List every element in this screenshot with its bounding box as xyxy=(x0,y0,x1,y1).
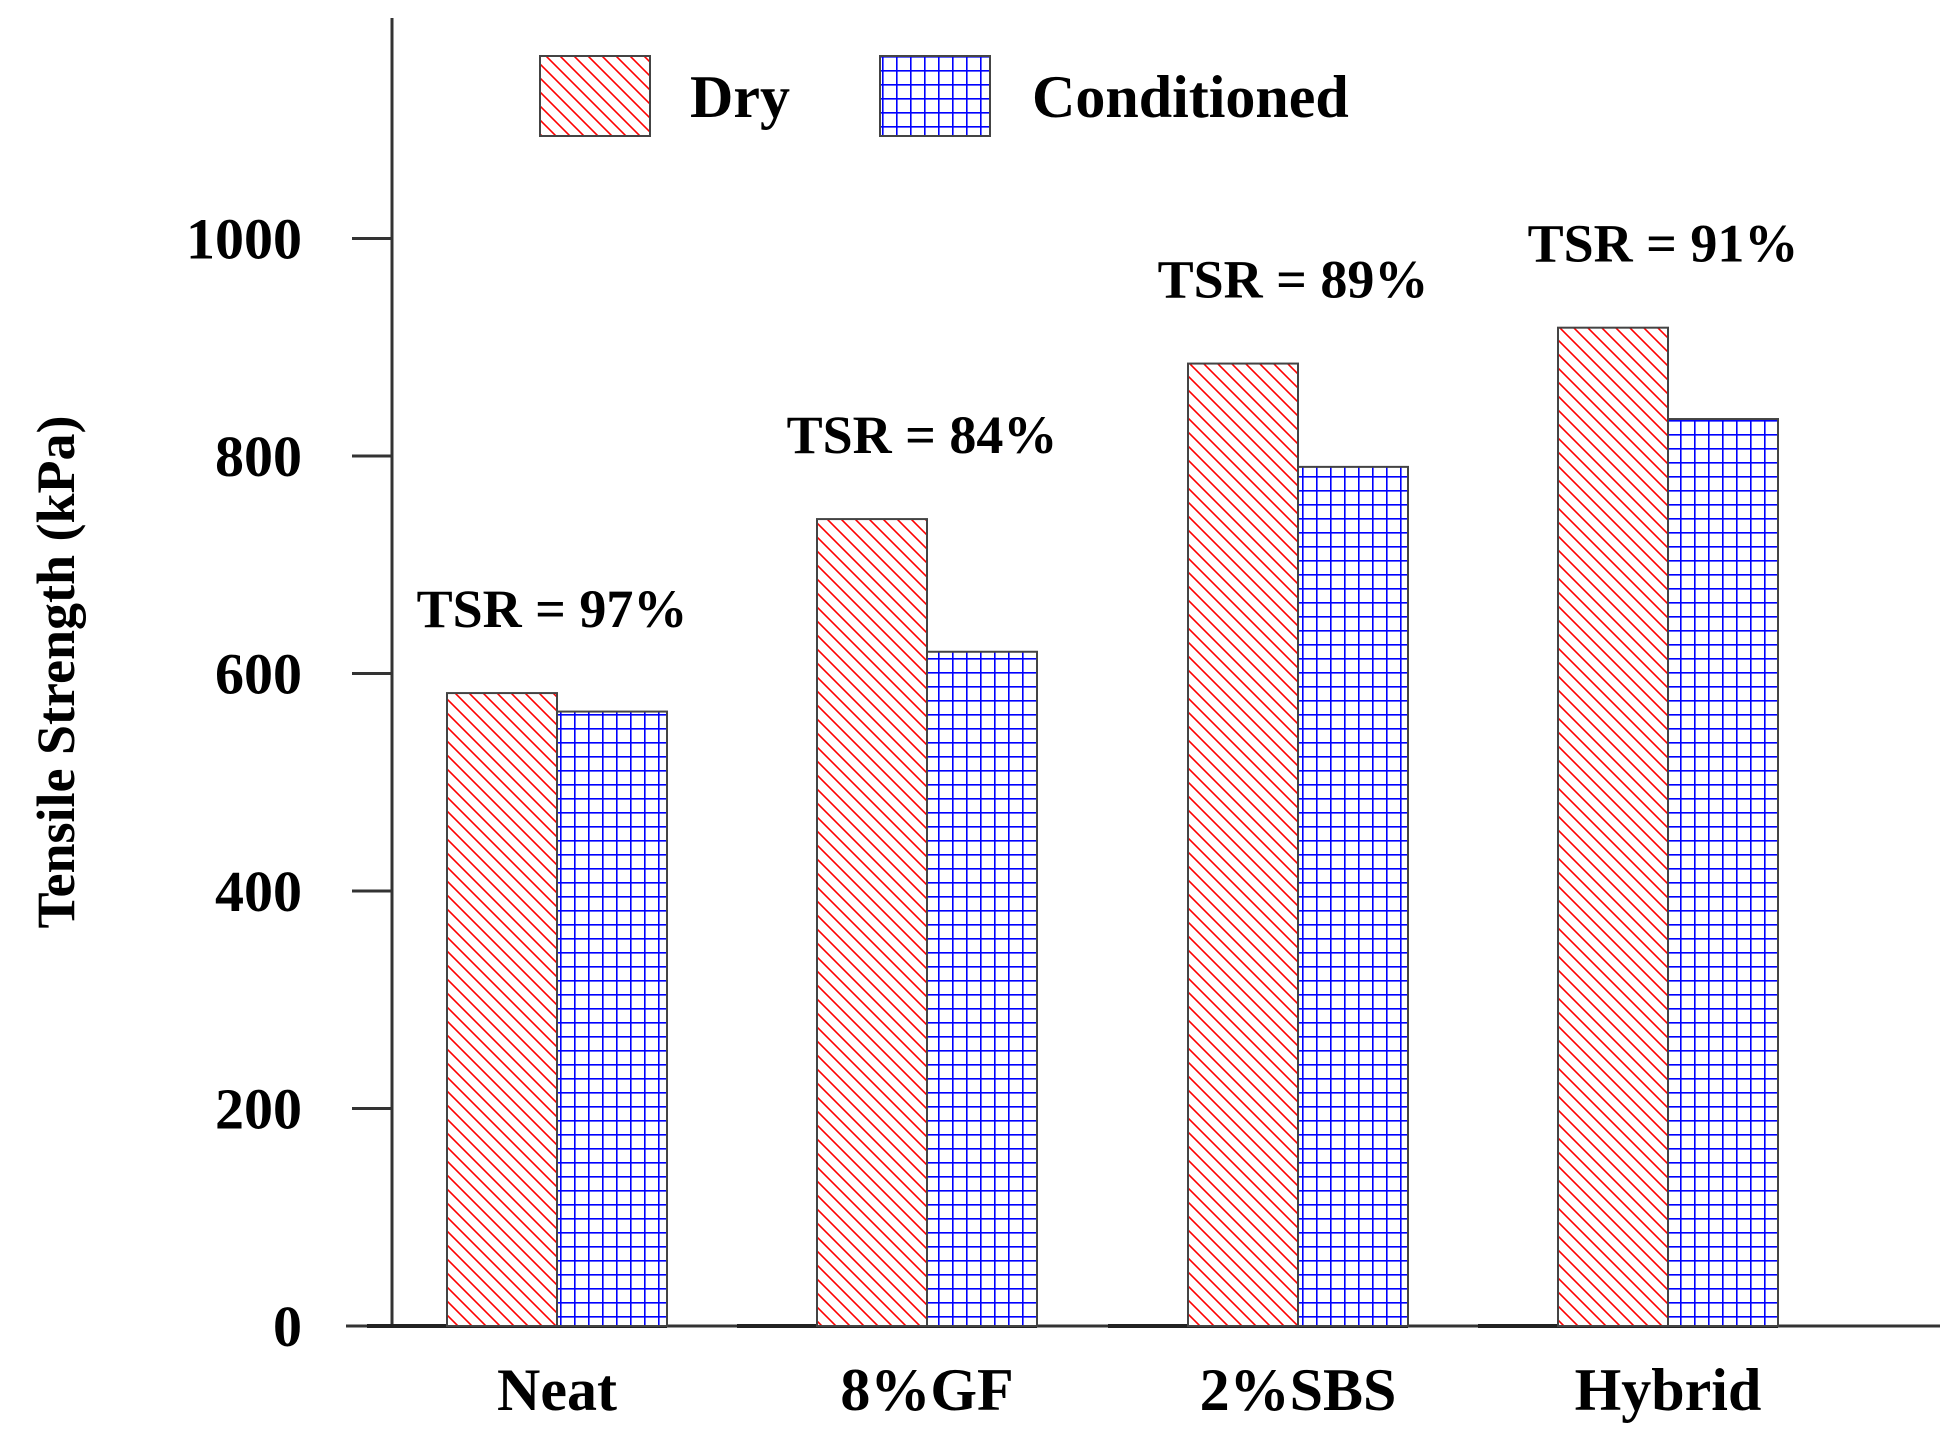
y-tick-label-600: 600 xyxy=(215,642,302,707)
tsr-label-8-gf: TSR = 84% xyxy=(787,405,1058,465)
bar-dry-2-sbs xyxy=(1187,362,1299,1327)
bar-dry-hybrid xyxy=(1557,326,1669,1327)
y-tick-label-800: 800 xyxy=(215,424,302,489)
x-tick-label-neat: Neat xyxy=(497,1357,617,1423)
bar-dry-neat xyxy=(446,692,558,1327)
y-tick-label-0: 0 xyxy=(273,1294,302,1359)
bar-conditioned-hybrid xyxy=(1667,418,1779,1327)
bar-conditioned-8-gf xyxy=(926,650,1038,1327)
x-tick-label-hybrid: Hybrid xyxy=(1575,1357,1762,1423)
legend: Dry Conditioned xyxy=(539,55,1349,137)
legend-swatch-conditioned xyxy=(879,55,991,137)
x-tick-label-2-sbs: 2%SBS xyxy=(1200,1357,1397,1423)
y-tick-label-200: 200 xyxy=(215,1077,302,1142)
y-tick-label-1000: 1000 xyxy=(186,207,302,272)
legend-label-dry: Dry xyxy=(690,64,790,130)
y-axis-title: Tensile Strength (kPa) xyxy=(26,415,86,928)
tsr-label-2-sbs: TSR = 89% xyxy=(1158,250,1429,310)
tsr-label-neat: TSR = 97% xyxy=(417,579,688,639)
y-axis-ticks: 0 200 400 600 800 1000 xyxy=(186,207,392,1359)
tsr-annotations: TSR = 97% TSR = 84% TSR = 89% TSR = 91% xyxy=(417,214,1799,639)
bar-dry-8-gf xyxy=(816,518,928,1327)
bar-groups xyxy=(367,326,1779,1328)
legend-swatch-dry xyxy=(539,55,651,137)
bar-conditioned-neat xyxy=(556,710,668,1327)
tsr-label-hybrid: TSR = 91% xyxy=(1528,214,1799,274)
bar-conditioned-2-sbs xyxy=(1297,465,1409,1327)
legend-label-conditioned: Conditioned xyxy=(1032,64,1349,130)
y-tick-label-400: 400 xyxy=(215,859,302,924)
x-tick-label-8-gf: 8%GF xyxy=(840,1357,1013,1423)
x-axis-labels: Neat 8%GF 2%SBS Hybrid xyxy=(497,1357,1761,1423)
